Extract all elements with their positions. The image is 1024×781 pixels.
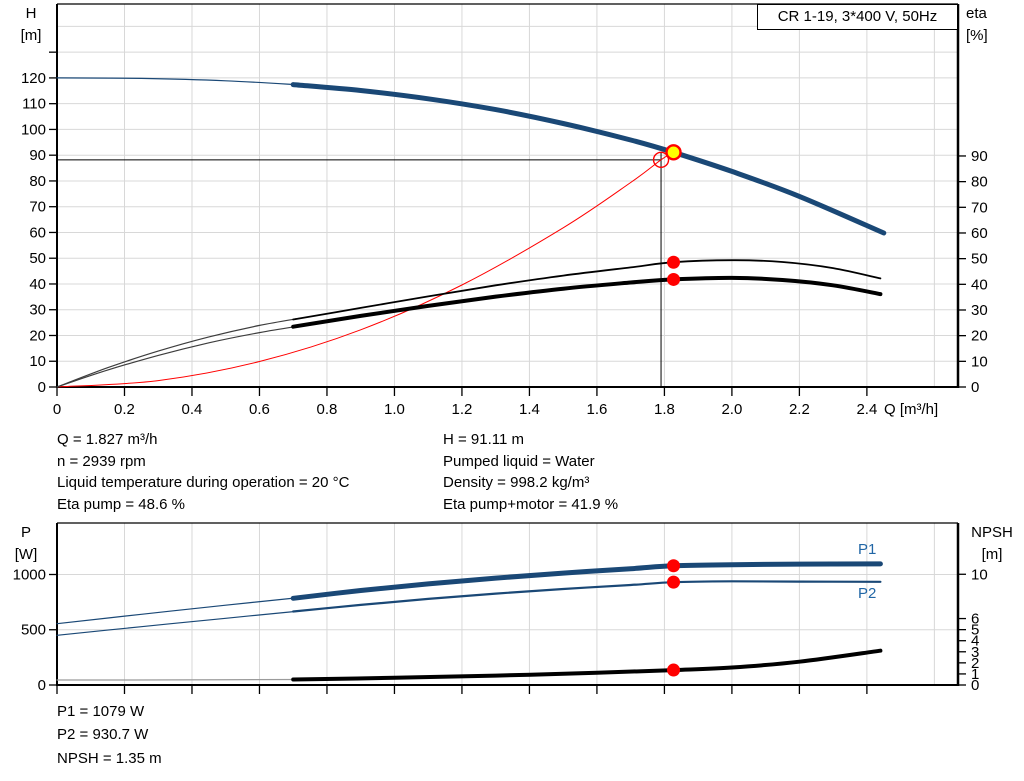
duty-point-eta-pump-motor: [667, 272, 681, 286]
head-axis-label: H [m]: [8, 3, 54, 47]
info-eta-pump: Eta pump = 48.6 %: [57, 495, 185, 513]
y-right-tick-label: 40: [971, 276, 988, 293]
curve-head-low-flow: [56, 77, 301, 86]
eta-axis-symbol: eta: [966, 5, 987, 22]
curve-head: [290, 82, 887, 236]
x-tick-label: 0.4: [182, 401, 203, 418]
y-right-tick-label: 0: [971, 379, 979, 396]
curve-system-curve: [56, 151, 674, 388]
x-tick-label: 0: [53, 401, 61, 418]
y-right-tick-label: 5: [971, 622, 979, 639]
duty-point-p2: [667, 575, 681, 589]
duty-point-eta-pump: [667, 255, 681, 269]
y-left-tick-label: 80: [29, 173, 46, 190]
npsh-axis-symbol: NPSH: [971, 524, 1013, 541]
y-left-tick-label: 0: [38, 677, 46, 694]
x-tick-label: 1.0: [384, 401, 405, 418]
y-left-tick-label: 1000: [13, 566, 46, 583]
info-p2: P2 = 930.7 W: [57, 726, 149, 744]
y-right-tick-label: 70: [971, 199, 988, 216]
npsh-axis-unit: [m]: [981, 546, 1003, 563]
y-left-tick-label: 60: [29, 224, 46, 241]
info-p1: P1 = 1079 W: [57, 703, 145, 720]
y-right-tick-label: 20: [971, 328, 988, 345]
y-right-tick-label: 1: [971, 666, 979, 683]
info-flow: Q = 1.827 m³/h: [57, 431, 158, 448]
duty-point-npsh: [667, 663, 681, 677]
power-info-block: P1 = 1079 W P2 = 930.7 W NPSH = 1.35 m: [57, 700, 162, 770]
p1-series-label: P1: [858, 541, 877, 558]
duty-info-right: H = 91.11 m Pumped liquid = Water Densit…: [443, 429, 618, 515]
y-left-tick-label: 500: [21, 622, 46, 639]
curve-p1-low-flow: [56, 596, 301, 625]
curve-eta-pump-motor-low-flow: [56, 325, 301, 388]
y-left-tick-label: 20: [29, 327, 46, 344]
curve-eta-pump: [292, 259, 882, 321]
info-npsh: NPSH = 1.35 m: [57, 749, 162, 767]
x-tick-label: 1.2: [452, 401, 473, 418]
y-left-tick-label: 30: [29, 302, 46, 319]
y-left-tick-label: 100: [21, 121, 46, 138]
y-right-tick-label: 6: [971, 611, 979, 628]
y-right-tick-label: 50: [971, 251, 988, 268]
info-density: Density = 998.2 kg/m³: [443, 474, 590, 491]
y-right-tick-label: 3: [971, 644, 979, 661]
y-left-tick-label: 40: [29, 276, 46, 293]
y-right-tick-label: 30: [971, 302, 988, 319]
curve-eta-pump-motor: [291, 275, 883, 329]
pump-title-box: CR 1-19, 3*400 V, 50Hz: [757, 4, 958, 30]
curve-p1: [290, 561, 883, 601]
x-tick-label: 1.6: [586, 401, 607, 418]
y-right-tick-label: 10: [971, 353, 988, 370]
curve-npsh-low-flow: [56, 678, 301, 681]
x-tick-label: 2.0: [721, 401, 742, 418]
x-tick-label: 2.2: [789, 401, 810, 418]
y-right-tick-label: 10: [971, 566, 988, 583]
head-axis-unit: [m]: [20, 27, 42, 44]
y-right-tick-label: 60: [971, 225, 988, 242]
y-left-tick-label: 110: [22, 96, 46, 113]
flow-axis-label: Q [m³/h]: [884, 401, 939, 418]
y-right-tick-label: 4: [971, 633, 979, 650]
info-pumped-liquid: Pumped liquid = Water: [443, 452, 595, 470]
info-head: H = 91.11 m: [443, 431, 525, 448]
head-axis-symbol: H: [25, 5, 37, 22]
requested-duty-point-circle: [652, 151, 670, 169]
curve-npsh: [291, 648, 883, 682]
y-right-tick-label: 0: [971, 677, 979, 694]
eta-axis-unit: [%]: [966, 27, 988, 44]
info-speed: n = 2939 rpm: [57, 452, 146, 470]
y-left-tick-label: 90: [29, 147, 46, 164]
x-tick-label: 2.4: [856, 401, 877, 418]
duty-point-head: [665, 144, 682, 161]
power-axis-label: P [W]: [6, 522, 46, 566]
p2-series-label: P2: [858, 585, 877, 602]
info-liquid-temperature: Liquid temperature during operation = 20…: [57, 474, 350, 491]
y-right-tick-label: 2: [971, 655, 979, 672]
y-left-tick-label: 120: [21, 70, 46, 87]
x-tick-label: 1.4: [519, 401, 540, 418]
curve-p2: [292, 580, 882, 613]
duty-info-left: Q = 1.827 m³/h n = 2939 rpm Liquid tempe…: [57, 429, 349, 515]
y-left-tick-label: 10: [29, 353, 46, 370]
x-tick-label: 0.2: [114, 401, 135, 418]
duty-point-p1: [667, 559, 681, 573]
curve-p2-low-flow: [56, 610, 301, 636]
y-right-tick-label: 90: [971, 148, 988, 165]
power-axis-symbol: P: [20, 524, 31, 541]
y-right-tick-label: 80: [971, 174, 988, 191]
npsh-axis-label: NPSH [m]: [963, 522, 1021, 566]
curve-eta-pump-low-flow: [56, 317, 301, 388]
y-left-tick-label: 70: [29, 199, 46, 216]
eta-axis-label: eta [%]: [966, 3, 1018, 47]
x-tick-label: 1.8: [654, 401, 675, 418]
x-tick-label: 0.6: [249, 401, 270, 418]
info-eta-pump-motor: Eta pump+motor = 41.9 %: [443, 495, 619, 513]
x-tick-label: 0.8: [317, 401, 338, 418]
y-left-tick-label: 50: [29, 250, 46, 267]
y-left-tick-label: 0: [38, 379, 46, 396]
power-axis-unit: [W]: [14, 546, 38, 563]
